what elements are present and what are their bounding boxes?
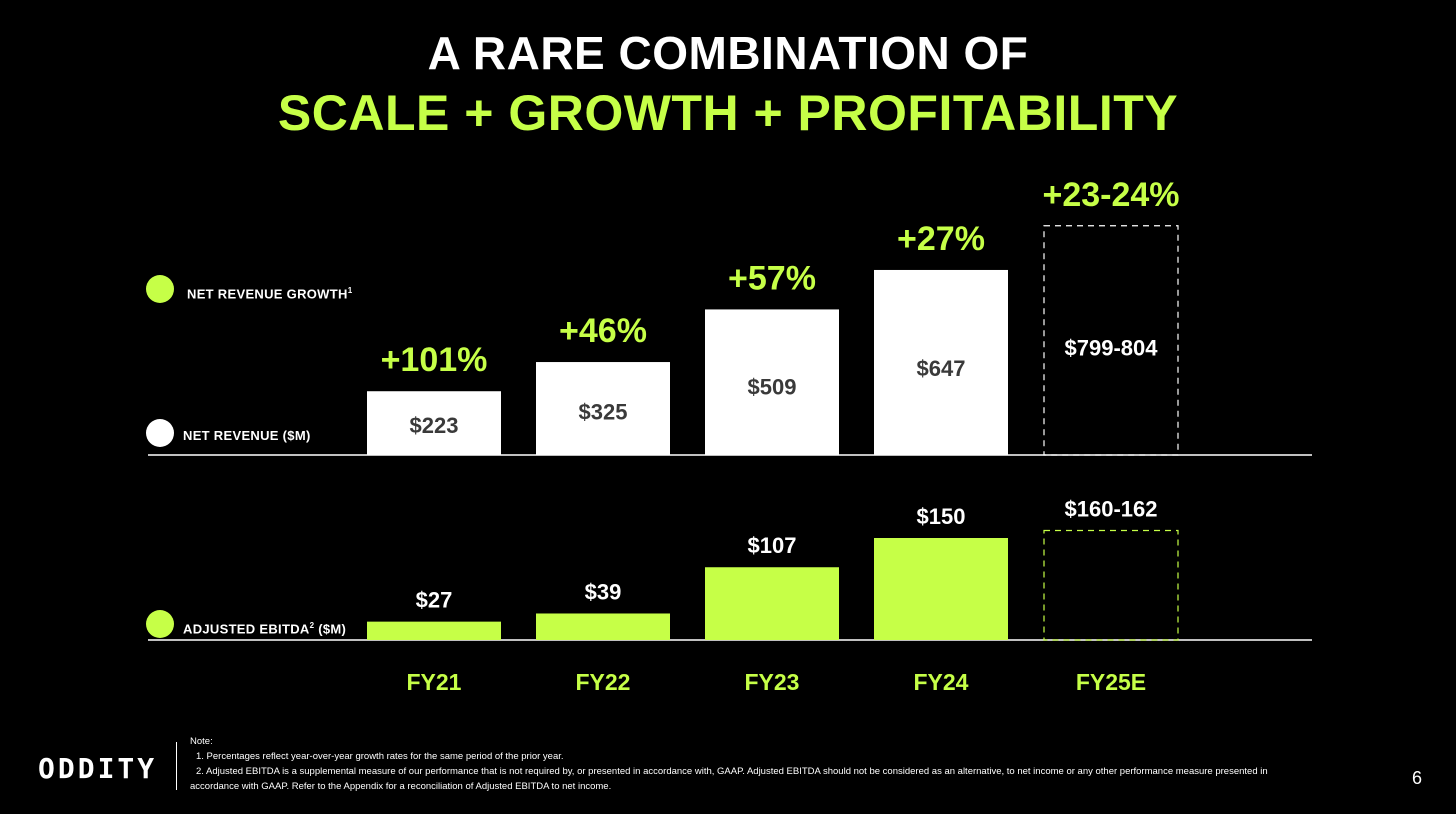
category-label-fy21: FY21 (407, 669, 462, 695)
ebitda-legend-dot (146, 610, 174, 638)
note-2b: accordance with GAAP. Refer to the Appen… (190, 781, 612, 792)
revenue-bar-fy21 (367, 391, 501, 455)
ebitda-value-label-fy22: $39 (585, 579, 622, 604)
ebitda-value-label-fy23: $107 (748, 533, 797, 558)
growth-label-fy23: +57% (728, 259, 816, 297)
note-1: 1. Percentages reflect year-over-year gr… (196, 751, 564, 762)
ebitda-value-label-fy25e: $160-162 (1065, 497, 1158, 522)
revenue-value-label-fy21: $223 (410, 413, 459, 438)
category-label-fy22: FY22 (576, 669, 631, 695)
oddity-logo: ODDITY (38, 752, 158, 785)
revenue-value-label-fy22: $325 (579, 399, 628, 424)
revenue-legend-dot (146, 419, 174, 447)
ebitda-bar-fy21 (367, 621, 501, 640)
category-label-fy23: FY23 (745, 669, 800, 695)
revenue-legend-label: NET REVENUE ($M) (183, 428, 311, 443)
growth-label-fy22: +46% (559, 312, 647, 350)
ebitda-legend-label: ADJUSTED EBITDA2 ($M) (183, 621, 347, 637)
note-2a: 2. Adjusted EBITDA is a supplemental mea… (196, 766, 1268, 777)
title-line-1: A RARE COMBINATION OF (427, 27, 1029, 79)
category-label-fy25e: FY25E (1076, 669, 1146, 695)
note-title: Note: (190, 736, 213, 747)
ebitda-bar-fy23 (705, 567, 839, 640)
ebitda-bar-fy24 (874, 538, 1008, 640)
revenue-bar-fy22 (536, 362, 670, 455)
footer-divider (176, 742, 177, 790)
growth-label-fy21: +101% (381, 341, 488, 379)
ebitda-value-label-fy21: $27 (416, 588, 453, 613)
revenue-value-label-fy23: $509 (748, 375, 797, 400)
revenue-value-label-fy24: $647 (917, 356, 966, 381)
revenue-bar-fy25e (1043, 225, 1179, 456)
category-label-fy24: FY24 (914, 669, 969, 695)
revenue-bar-fy23 (705, 309, 839, 455)
growth-label-fy24: +27% (897, 220, 985, 258)
ebitda-value-label-fy24: $150 (917, 504, 966, 529)
growth-legend-dot (146, 275, 174, 303)
ebitda-bar-fy22 (536, 613, 670, 640)
growth-legend-label: NET REVENUE GROWTH1 (187, 286, 353, 302)
growth-label-fy25e: +23-24% (1042, 176, 1179, 214)
title-line-2: SCALE + GROWTH + PROFITABILITY (277, 85, 1179, 141)
page-number: 6 (1412, 768, 1423, 788)
footnotes: Note: 1. Percentages reflect year-over-y… (190, 734, 1360, 794)
revenue-value-label-fy25e: $799-804 (1065, 335, 1159, 360)
revenue-bar-fy24 (874, 269, 1008, 455)
ebitda-bar-fy25e (1043, 529, 1179, 641)
